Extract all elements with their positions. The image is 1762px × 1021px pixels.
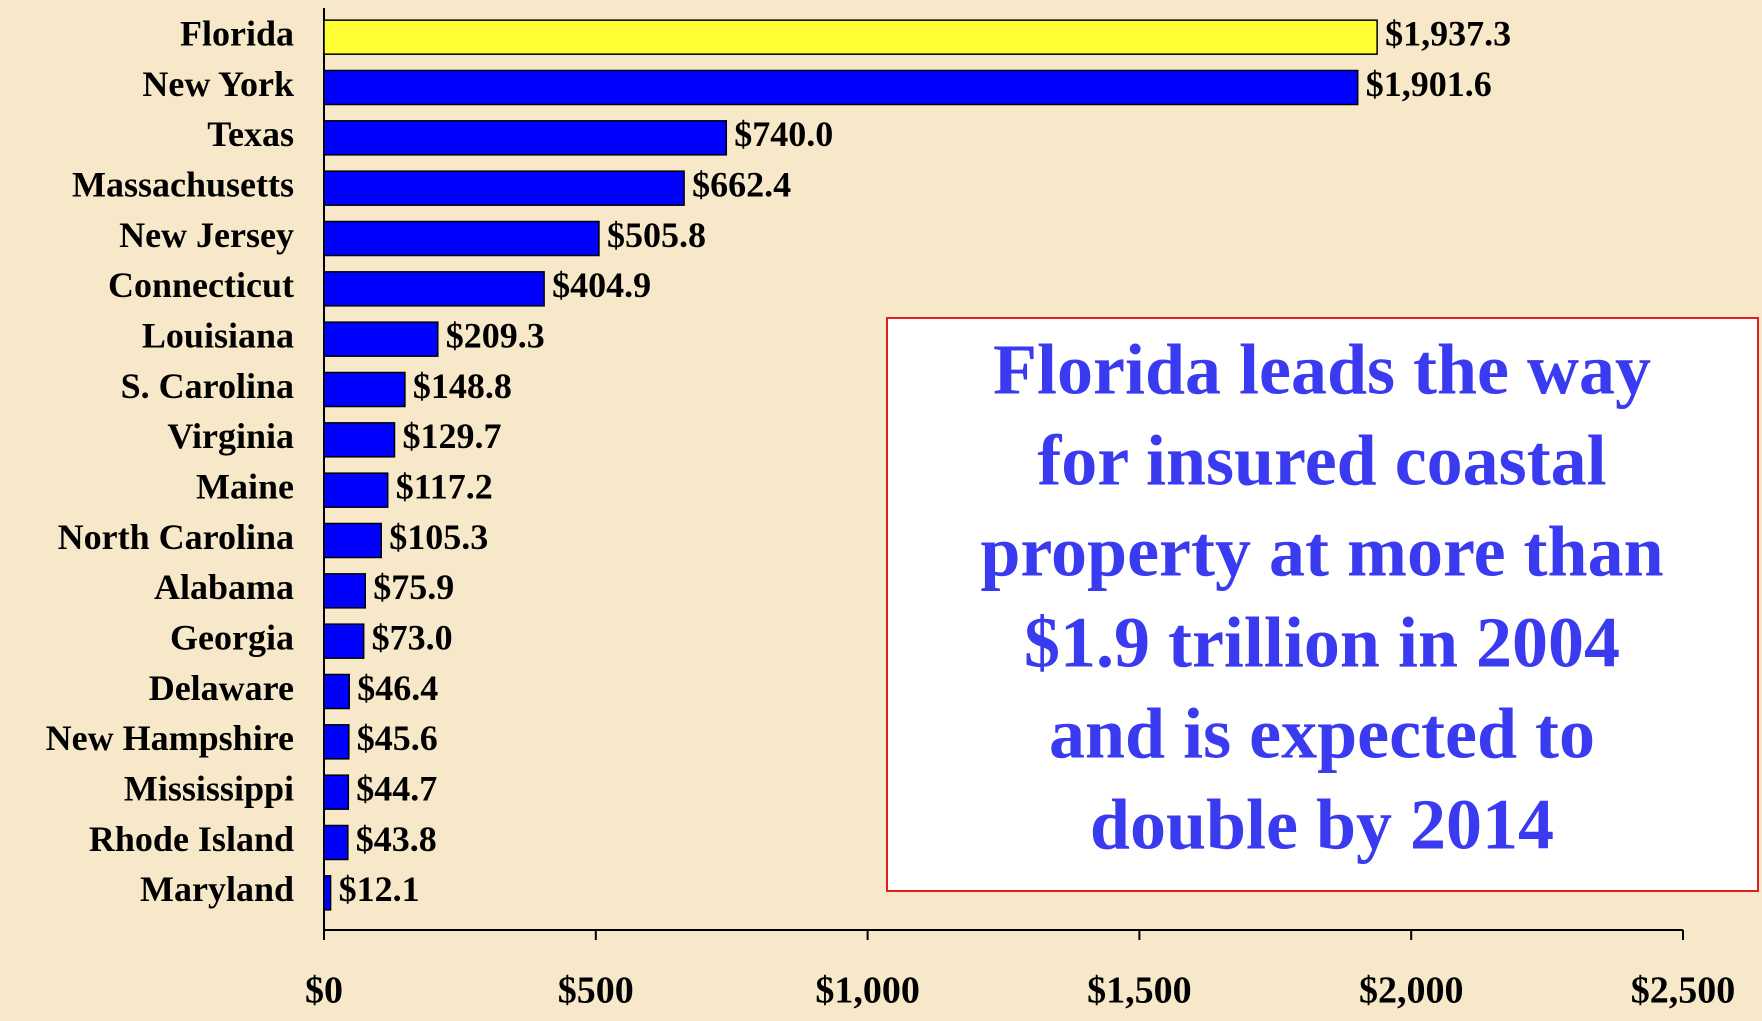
data-label: $46.4 [357,668,438,708]
y-tick-label: Alabama [154,567,294,607]
bar [323,875,332,911]
bar [323,824,349,861]
bar [323,321,439,357]
bar [323,19,1378,55]
y-tick-label: New York [142,64,294,104]
annotation-text: and is expected to [1049,694,1595,774]
data-label: $45.6 [357,718,438,758]
data-label: $44.7 [356,768,437,808]
y-tick-label: North Carolina [58,517,294,557]
data-label: $209.3 [446,315,545,355]
bar [323,774,350,810]
data-label: $75.9 [373,567,454,607]
bar [323,724,350,760]
y-tick-label: New Hampshire [46,718,294,758]
bar [323,69,1359,106]
bar [323,422,396,458]
bar [323,522,382,559]
bar [323,271,545,307]
y-tick-label: Texas [207,114,294,154]
annotation-text: double by 2014 [1090,785,1554,865]
x-tick-label: $2,500 [1631,970,1736,1012]
y-tick-label: Rhode Island [89,819,294,859]
bar [323,623,365,659]
data-label: $1,901.6 [1366,64,1492,104]
bar [323,472,389,508]
y-tick-label: Maryland [140,869,294,909]
y-tick-label: New Jersey [119,215,294,255]
data-label: $105.3 [389,517,488,557]
y-tick-label: S. Carolina [121,366,294,406]
y-tick-label: Florida [180,13,294,53]
data-label: $129.7 [403,416,502,456]
data-label: $404.9 [552,265,651,305]
bar [323,220,600,257]
annotation-text: property at more than [980,512,1663,592]
bar [323,673,350,710]
data-label: $12.1 [339,869,420,909]
y-tick-label: Mississippi [124,768,294,808]
bar [323,120,728,156]
x-tick-label: $1,500 [1087,970,1192,1012]
x-tick-label: $1,000 [815,970,920,1012]
y-tick-label: Massachusetts [72,164,294,204]
x-tick-label: $500 [558,970,634,1012]
y-tick-label: Louisiana [142,315,294,355]
bar [323,371,406,408]
y-tick-label: Maine [196,466,294,506]
annotation-text: for insured coastal [1037,421,1606,501]
annotation-text: $1.9 trillion in 2004 [1024,603,1620,683]
data-label: $117.2 [396,466,493,506]
bar [323,170,685,206]
data-label: $740.0 [734,114,833,154]
annotation-box [886,317,1759,892]
data-label: $73.0 [372,617,453,657]
data-label: $505.8 [607,215,706,255]
data-label: $148.8 [413,366,512,406]
bar [323,573,367,609]
y-tick-label: Delaware [149,668,294,708]
data-label: $43.8 [356,819,437,859]
y-tick-label: Georgia [170,617,294,657]
data-label: $1,937.3 [1385,13,1511,53]
y-tick-label: Virginia [167,416,294,456]
x-tick-label: $0 [305,970,343,1012]
data-label: $662.4 [692,164,791,204]
annotation-text: Florida leads the way [993,330,1651,410]
y-tick-label: Connecticut [108,265,294,305]
x-tick-label: $2,000 [1359,970,1464,1012]
